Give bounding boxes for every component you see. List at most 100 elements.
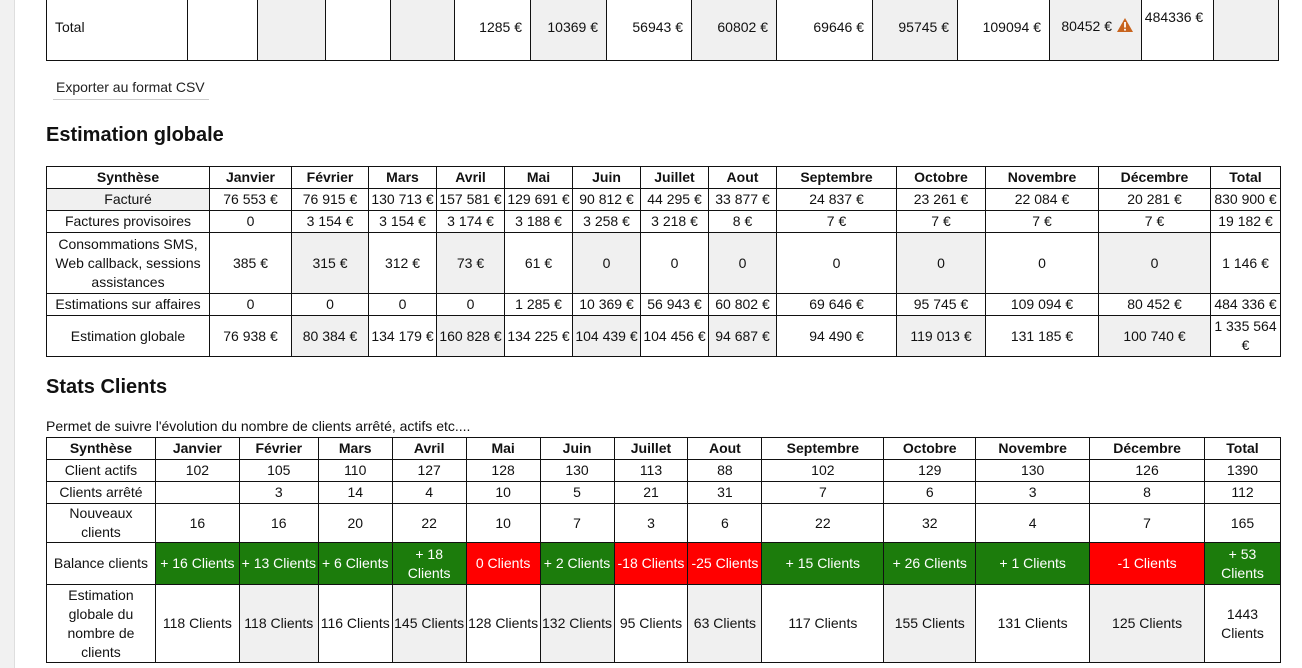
table-row: Factures provisoires 0 3 154 € 3 154 € 3…	[46, 210, 1281, 233]
table-cell: 80 452 €	[1098, 293, 1211, 316]
table-cell: 69 646 €	[776, 293, 897, 316]
table-cell: 60 802 €	[708, 293, 777, 316]
table-cell: 104 439 €	[572, 315, 641, 357]
table-cell: 4	[391, 481, 467, 504]
balance-cell: 0 Clients	[465, 542, 541, 585]
table-cell: 61 €	[504, 232, 573, 294]
row-label: Clients arrêté	[46, 481, 156, 504]
empty-cell	[187, 0, 258, 61]
table-cell: 56 943 €	[640, 293, 709, 316]
balance-cell: + 18 Clients	[391, 542, 467, 585]
table-cell: 0	[368, 293, 437, 316]
balance-cell: -25 Clients	[687, 542, 763, 585]
total-cell: 95745 €	[872, 0, 958, 61]
table-cell: 7	[539, 503, 615, 543]
estimate-clients-row: Estimation globale du nombre de clients …	[46, 584, 1281, 663]
table-cell: 7	[761, 481, 885, 504]
column-header: Juin	[539, 437, 615, 460]
balance-cell: + 6 Clients	[317, 542, 393, 585]
table-cell: 129 691 €	[504, 188, 573, 211]
table-cell: 80 384 €	[291, 315, 369, 357]
warning-icon	[1117, 18, 1133, 37]
column-header: Octobre	[883, 437, 977, 460]
table-cell: 128 Clients	[465, 584, 541, 663]
empty-cell	[1213, 0, 1279, 61]
table-cell: 117 Clients	[761, 584, 885, 663]
table-cell: 21	[613, 481, 689, 504]
column-header: Novembre	[975, 437, 1091, 460]
table-cell: 0	[209, 293, 292, 316]
table-cell: 0	[985, 232, 1099, 294]
table-cell: 102	[761, 459, 885, 482]
table-cell: 157 581 €	[436, 188, 505, 211]
balance-row: Balance clients + 16 Clients + 13 Client…	[46, 542, 1281, 585]
table-cell: 5	[539, 481, 615, 504]
column-header: Février	[238, 437, 319, 460]
table-cell: 14	[317, 481, 393, 504]
row-label: Consommations SMS, Web callback, session…	[46, 232, 210, 294]
table-cell: 126	[1089, 459, 1205, 482]
table-cell: 3 218 €	[640, 210, 709, 233]
table-cell: 31	[687, 481, 763, 504]
table-cell: 160 828 €	[436, 315, 505, 357]
table-cell: 16	[154, 503, 240, 543]
table-cell: 23 261 €	[896, 188, 986, 211]
total-cell: 109094 €	[957, 0, 1050, 61]
balance-cell: + 13 Clients	[238, 542, 319, 585]
column-header: Avril	[436, 166, 505, 189]
total-cell-value: 80452 €	[1061, 18, 1112, 34]
total-cell: 60802 €	[691, 0, 777, 61]
table-cell: 7 €	[1098, 210, 1211, 233]
table-cell: 3	[238, 481, 319, 504]
table-cell: 118 Clients	[238, 584, 319, 663]
table-cell: 134 179 €	[368, 315, 437, 357]
table-cell: 312 €	[368, 232, 437, 294]
balance-cell: + 16 Clients	[154, 542, 240, 585]
export-csv-button[interactable]: Exporter au format CSV	[53, 79, 209, 100]
column-header: Total	[1204, 437, 1281, 460]
table-cell: 1390	[1204, 459, 1281, 482]
column-header: Janvier	[209, 166, 292, 189]
column-header: Septembre	[761, 437, 885, 460]
table-cell: 3	[613, 503, 689, 543]
column-header: Décembre	[1089, 437, 1205, 460]
table-cell: 6	[883, 481, 977, 504]
table-cell: 24 837 €	[776, 188, 897, 211]
table-cell: 7 €	[776, 210, 897, 233]
table-cell: 3 154 €	[368, 210, 437, 233]
table-row: Facturé 76 553 € 76 915 € 130 713 € 157 …	[46, 188, 1281, 211]
column-header: Novembre	[985, 166, 1099, 189]
table-cell: 118 Clients	[154, 584, 240, 663]
table-cell: 33 877 €	[708, 188, 777, 211]
estimation-title: Estimation globale	[46, 124, 224, 146]
table-cell: 76 553 €	[209, 188, 292, 211]
table-cell: 76 915 €	[291, 188, 369, 211]
table-cell: 7	[1089, 503, 1205, 543]
table-cell: 100 740 €	[1098, 315, 1211, 357]
table-cell: 22	[391, 503, 467, 543]
empty-cell	[257, 0, 326, 61]
table-cell: 129	[883, 459, 977, 482]
column-header: Janvier	[154, 437, 240, 460]
table-cell: 20	[317, 503, 393, 543]
page: Total 1285 € 10369 € 56943 € 60802 € 696…	[14, 0, 1302, 668]
table-cell: 104 456 €	[640, 315, 709, 357]
table-cell: 127	[391, 459, 467, 482]
table-cell: 155 Clients	[883, 584, 977, 663]
table-cell: 130	[975, 459, 1091, 482]
column-header: Total	[1210, 166, 1281, 189]
table-cell: 22 084 €	[985, 188, 1099, 211]
table-row: Clients arrêté 3 14 4 10 5 21 31 7 6 3 8…	[46, 481, 1281, 504]
table-cell: 22	[761, 503, 885, 543]
table-cell: 3	[975, 481, 1091, 504]
table-cell: 8	[1089, 481, 1205, 504]
stats-description: Permet de suivre l'évolution du nombre d…	[46, 418, 471, 434]
estimation-table: Synthèse Janvier Février Mars Avril Mai …	[46, 166, 1281, 357]
table-cell: 32	[883, 503, 977, 543]
table-cell: 8 €	[708, 210, 777, 233]
column-header: Synthèse	[46, 166, 210, 189]
table-cell: 113	[613, 459, 689, 482]
row-label: Factures provisoires	[46, 210, 210, 233]
table-cell: 3 154 €	[291, 210, 369, 233]
column-header: Aout	[687, 437, 763, 460]
